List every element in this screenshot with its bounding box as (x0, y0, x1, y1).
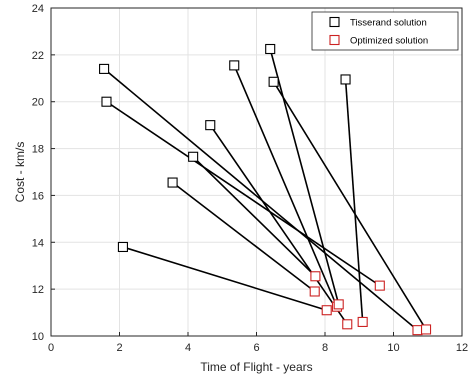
optimized-point (321, 305, 332, 316)
optimized-point (309, 286, 320, 297)
y-tick-label: 16 (32, 190, 44, 202)
connector-line (192, 156, 316, 277)
x-tick-label: 12 (456, 342, 468, 354)
optimized-point (342, 319, 353, 330)
optimized-point (412, 325, 423, 336)
legend-label-tisserand: Tisserand solution (350, 18, 427, 29)
legend-label-optimized: Optimized solution (350, 36, 428, 47)
connector-lines (103, 48, 427, 331)
y-tick-label: 24 (32, 3, 44, 15)
legend-box (311, 11, 459, 51)
y-tick-label: 18 (32, 144, 44, 156)
tisserand-point (188, 151, 199, 162)
x-tick-label: 2 (116, 342, 122, 354)
connector-line (122, 246, 327, 311)
y-tick-label: 10 (32, 331, 44, 343)
x-tick-label: 4 (185, 342, 191, 354)
optimized-point (374, 280, 385, 291)
y-tick-label: 12 (32, 284, 44, 296)
legend-marker-tisserand (329, 16, 340, 28)
connector-line (106, 101, 381, 287)
legend: Tisserand solution Optimized solution (311, 11, 459, 51)
y-axis-label: Cost - km/s (13, 142, 27, 203)
tisserand-point (229, 60, 240, 71)
tisserand-point (99, 63, 110, 74)
connector-line (209, 124, 348, 325)
connector-line (344, 79, 364, 322)
data-markers (99, 43, 432, 336)
tisserand-point (167, 177, 178, 188)
x-axis-label: Time of Flight - years (200, 360, 312, 374)
x-tick-label: 8 (322, 342, 328, 354)
optimized-point (310, 271, 321, 282)
tisserand-point (205, 120, 216, 131)
optimized-point (420, 324, 432, 335)
connector-line (269, 48, 340, 305)
optimized-point (357, 316, 368, 327)
optimized-point (333, 299, 344, 310)
connector-line (172, 181, 316, 293)
x-tick-label: 6 (253, 342, 259, 354)
tisserand-point (117, 241, 128, 253)
tisserand-point (265, 43, 276, 55)
y-tick-label: 22 (32, 50, 44, 62)
connector-line (233, 65, 338, 308)
connector-line (272, 81, 427, 330)
tisserand-point (101, 96, 112, 107)
tisserand-point (340, 74, 351, 85)
x-tick-label: 10 (387, 342, 399, 354)
legend-marker-optimized (329, 34, 340, 46)
y-tick-label: 20 (32, 97, 44, 109)
x-tick-label: 0 (48, 342, 54, 354)
tisserand-point (268, 76, 279, 87)
y-tick-label: 14 (32, 237, 44, 249)
